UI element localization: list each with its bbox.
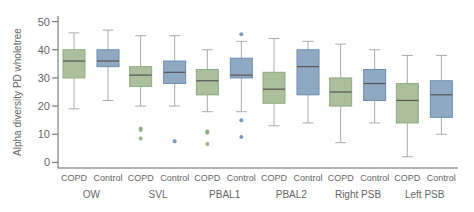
- svg-text:COPD: COPD: [261, 173, 288, 183]
- svg-text:SVL: SVL: [149, 189, 168, 200]
- svg-text:40: 40: [38, 44, 50, 56]
- svg-text:COPD: COPD: [194, 173, 221, 183]
- svg-text:PBAL1: PBAL1: [209, 189, 241, 200]
- svg-text:20: 20: [38, 100, 50, 112]
- svg-text:COPD: COPD: [394, 173, 421, 183]
- svg-text:OW: OW: [83, 189, 101, 200]
- svg-text:Control: Control: [427, 173, 456, 183]
- svg-text:COPD: COPD: [128, 173, 155, 183]
- svg-text:Left PSB: Left PSB: [405, 189, 445, 200]
- svg-text:Control: Control: [227, 173, 256, 183]
- svg-text:10: 10: [38, 128, 50, 140]
- svg-text:50: 50: [38, 16, 50, 28]
- svg-text:COPD: COPD: [61, 173, 88, 183]
- svg-text:Control: Control: [360, 173, 389, 183]
- svg-text:COPD: COPD: [328, 173, 355, 183]
- svg-text:PBAL2: PBAL2: [276, 189, 308, 200]
- svg-text:0: 0: [44, 156, 50, 168]
- svg-text:Control: Control: [93, 173, 122, 183]
- svg-text:Alpha diversity PD wholetree: Alpha diversity PD wholetree: [12, 28, 23, 156]
- svg-text:Control: Control: [160, 173, 189, 183]
- svg-text:30: 30: [38, 72, 50, 84]
- svg-text:Right PSB: Right PSB: [335, 189, 381, 200]
- svg-text:Control: Control: [293, 173, 322, 183]
